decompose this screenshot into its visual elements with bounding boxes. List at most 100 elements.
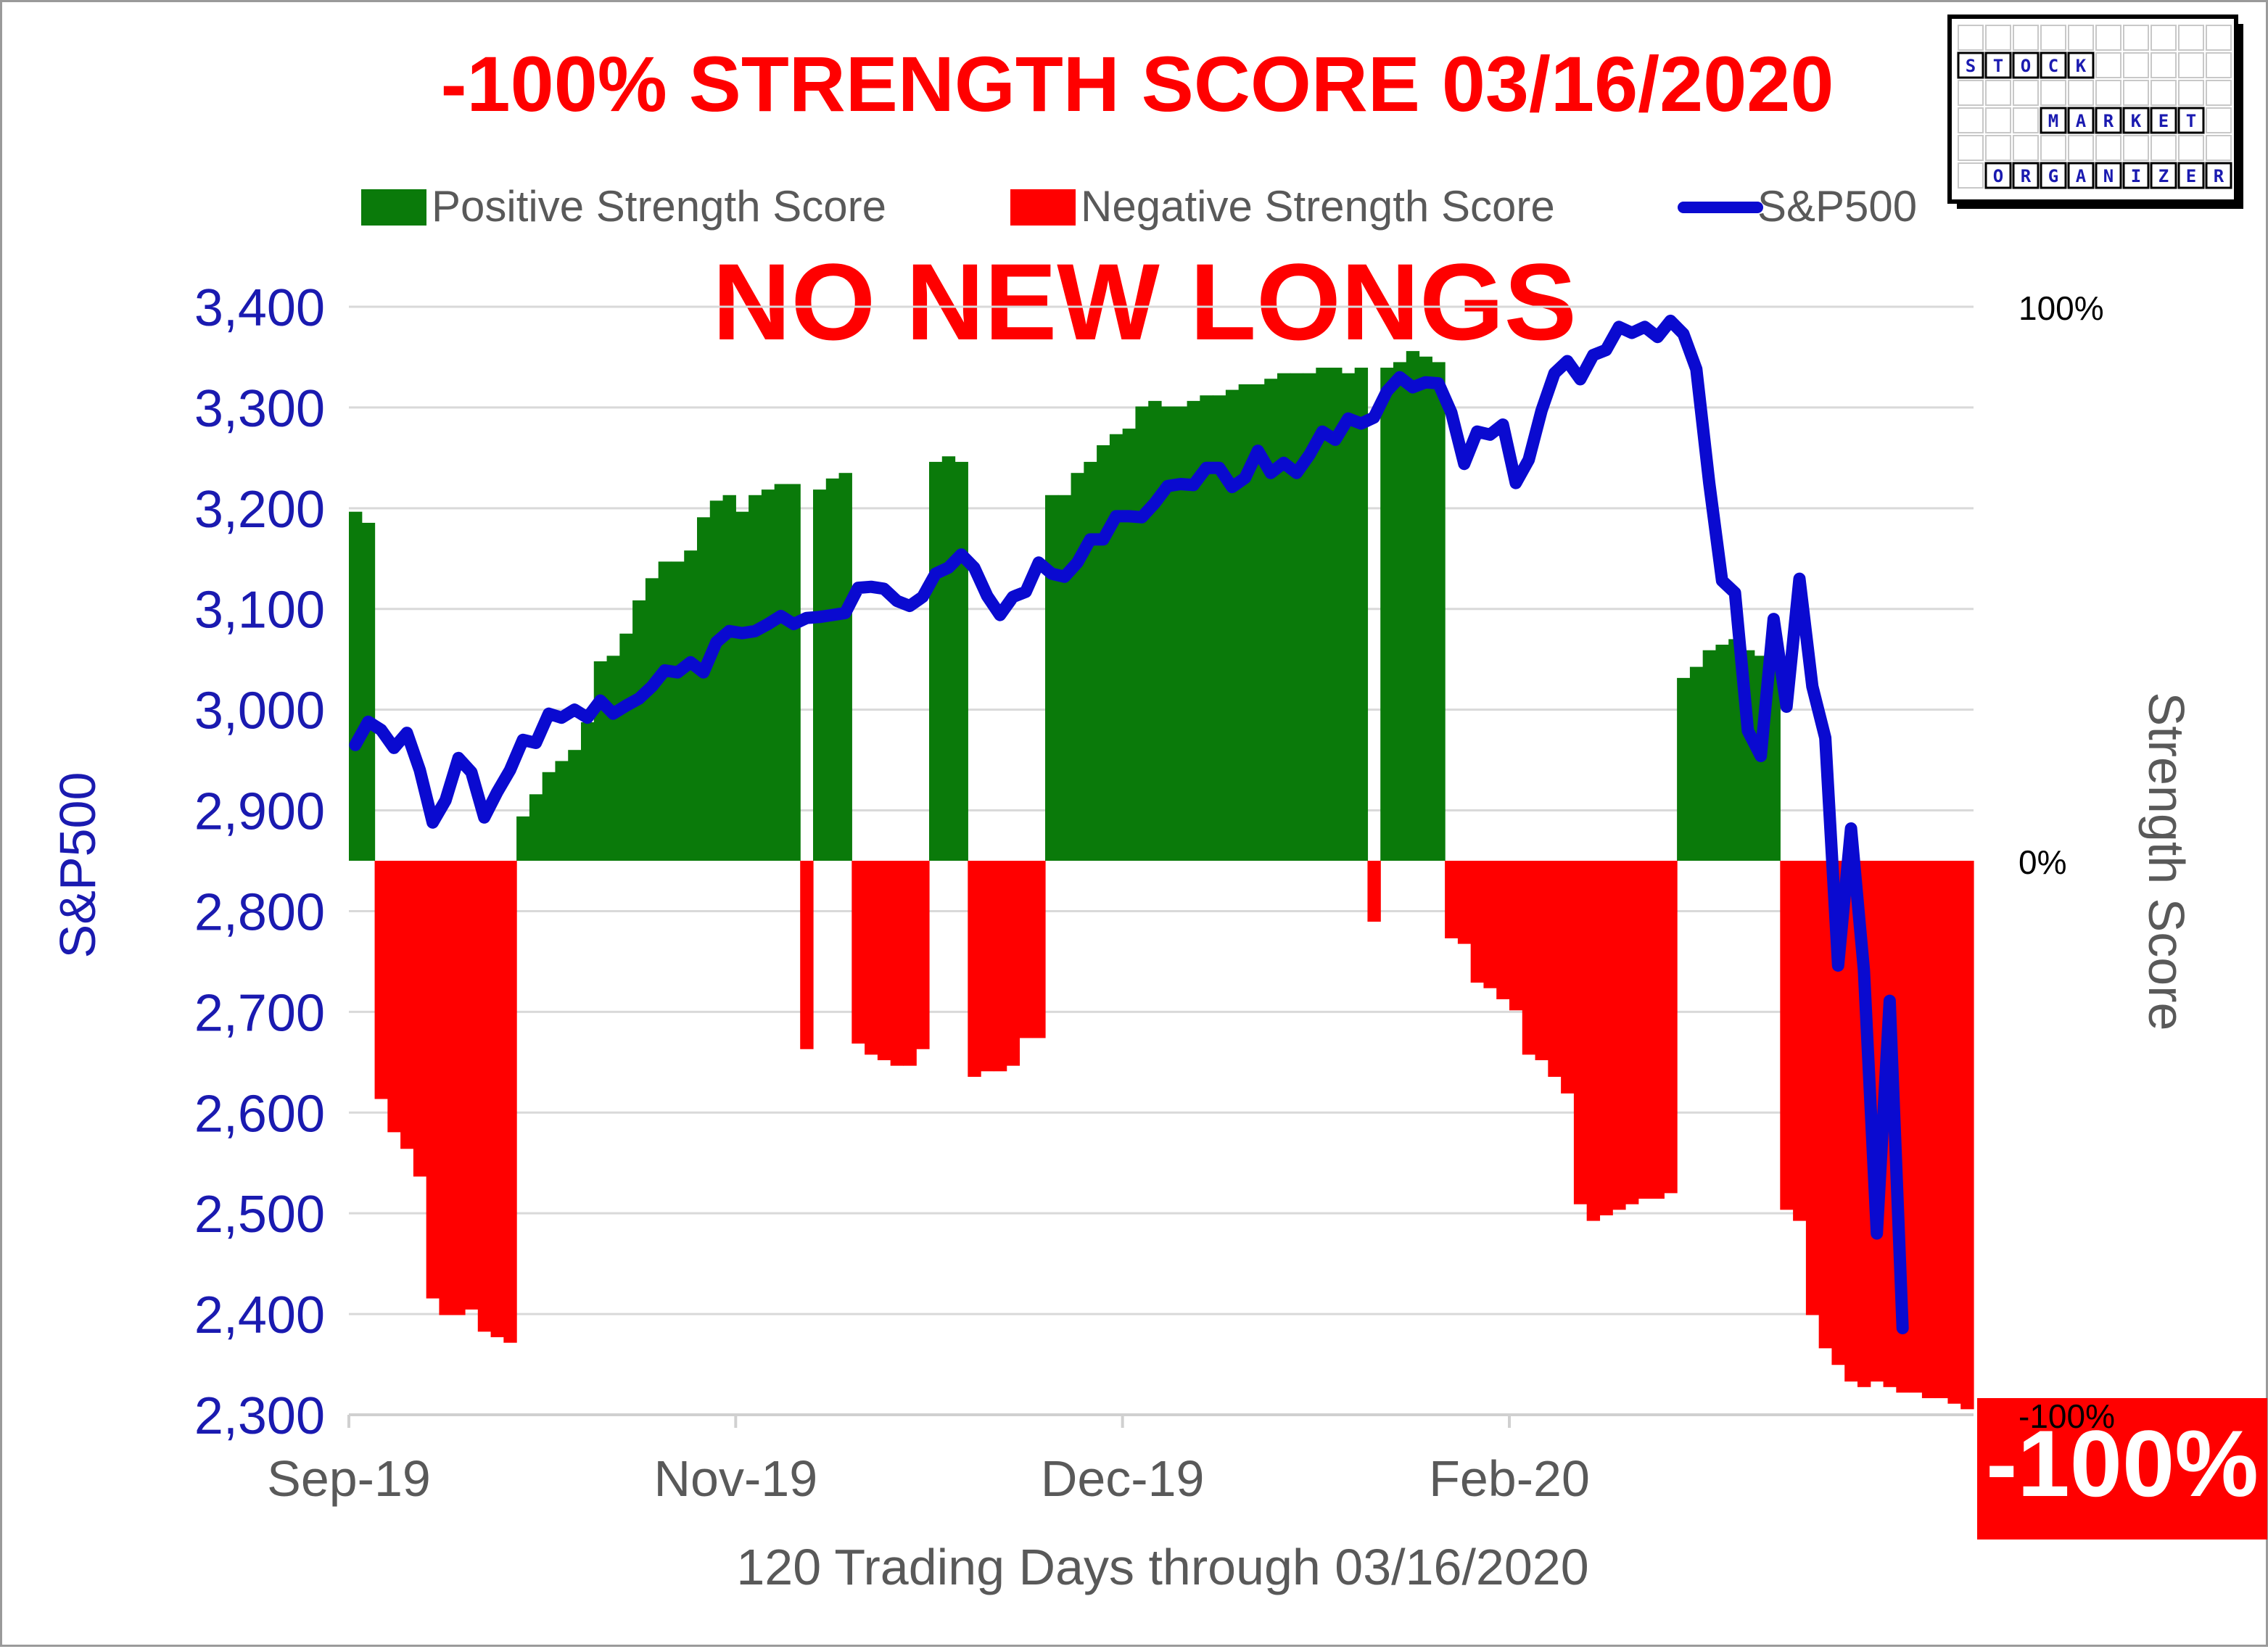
logo-letter: A	[2076, 111, 2087, 131]
legend-positive-label: Positive Strength Score	[432, 182, 886, 231]
logo-letter: C	[2048, 56, 2058, 76]
positive-strength-bar	[684, 550, 698, 861]
y-left-tick-label: 3,100	[194, 582, 325, 640]
positive-strength-bar	[1419, 356, 1432, 861]
negative-strength-bar	[1561, 861, 1575, 1094]
negative-strength-bar	[1445, 861, 1459, 938]
negative-strength-bar	[1934, 861, 1949, 1399]
negative-strength-bar	[426, 861, 440, 1299]
logo-letter: O	[2021, 56, 2031, 76]
logo-letter: S	[1966, 56, 1976, 76]
positive-strength-bar	[774, 484, 788, 861]
negative-strength-bar	[968, 861, 981, 1077]
positive-strength-bar	[1251, 384, 1265, 861]
negative-strength-bar	[1483, 861, 1497, 988]
negative-strength-bar	[387, 861, 401, 1133]
positive-strength-bar	[709, 500, 724, 861]
positive-strength-bar	[632, 600, 646, 861]
logo-letter: N	[2103, 166, 2114, 186]
positive-strength-bar	[1329, 368, 1343, 861]
negative-strength-bar	[1019, 861, 1033, 1038]
negative-strength-bar	[477, 861, 492, 1332]
negative-strength-bar	[1921, 861, 1936, 1399]
positive-strength-bar	[1187, 400, 1200, 861]
negative-strength-bar	[916, 861, 930, 1049]
logo-letter: T	[2186, 111, 2196, 131]
negative-strength-bar	[490, 861, 504, 1338]
positive-strength-bar	[1715, 645, 1729, 861]
negative-strength-bar	[877, 861, 891, 1061]
positive-strength-bar	[787, 484, 801, 861]
chart-title: -100% STRENGTH SCORE 03/16/2020	[441, 40, 1834, 128]
logo-letter: O	[1993, 166, 2003, 186]
negative-strength-bar	[503, 861, 517, 1343]
negative-strength-bar	[993, 861, 1007, 1072]
positive-strength-bar	[1354, 368, 1369, 861]
positive-strength-bar	[1084, 461, 1097, 861]
negative-strength-bar	[1573, 861, 1588, 1204]
positive-strength-bar	[1161, 406, 1175, 861]
positive-strength-bar	[1135, 406, 1149, 861]
logo-letter: R	[2103, 111, 2114, 131]
y-left-tick-label: 2,300	[194, 1387, 325, 1445]
y-left-tick-label: 2,700	[194, 984, 325, 1042]
positive-strength-bar	[606, 656, 620, 861]
no-new-longs-annotation: NO NEW LONGS	[712, 241, 1577, 363]
x-axis-title: 120 Trading Days through 03/16/2020	[736, 1539, 1588, 1595]
x-tick-label: Dec-19	[1041, 1450, 1205, 1507]
negative-strength-bar	[413, 861, 427, 1177]
y-left-tick-label: 3,000	[194, 682, 325, 740]
y-left-axis-title: S&P500	[49, 772, 106, 959]
y-left-tick-label: 3,200	[194, 481, 325, 539]
negative-strength-bar	[981, 861, 994, 1072]
y-left-tick-label: 2,400	[194, 1286, 325, 1344]
x-tick-label: Nov-19	[654, 1450, 818, 1507]
logo-letter: I	[2131, 166, 2141, 186]
negative-strength-bar	[1805, 861, 1820, 1315]
negative-strength-bar	[1818, 861, 1833, 1349]
y-left-tick-label: 2,800	[194, 883, 325, 941]
negative-strength-bar	[1548, 861, 1562, 1077]
logo-letter: R	[2214, 166, 2224, 186]
positive-strength-bar	[1380, 368, 1394, 861]
positive-strength-bar	[529, 794, 543, 861]
y-right-tick-label: -100%	[2018, 1397, 2115, 1435]
negative-strength-bar	[865, 861, 878, 1055]
legend-sp500-label: S&P500	[1757, 182, 1917, 231]
positive-strength-bar	[1702, 650, 1717, 861]
positive-strength-bar	[516, 816, 530, 861]
negative-strength-bar	[1006, 861, 1020, 1066]
positive-strength-bar	[581, 722, 595, 861]
negative-strength-bar	[1638, 861, 1652, 1199]
negative-strength-bar	[1522, 861, 1536, 1055]
logo-letter: R	[2021, 166, 2032, 186]
positive-strength-bar	[1393, 362, 1407, 861]
positive-strength-bar	[1109, 434, 1123, 861]
positive-strength-bar	[1045, 495, 1059, 861]
negative-strength-bar	[800, 861, 814, 1049]
x-tick-label: Sep-19	[267, 1450, 431, 1507]
positive-strength-bar	[1689, 666, 1704, 861]
negative-strength-bar	[400, 861, 414, 1149]
positive-strength-bar	[697, 517, 711, 861]
negative-strength-bar	[1780, 861, 1794, 1210]
negative-strength-bar	[1599, 861, 1613, 1215]
negative-strength-bar	[1457, 861, 1472, 944]
positive-strength-bar	[838, 473, 852, 861]
sp500-line	[349, 314, 1909, 1334]
negative-strength-bar	[890, 861, 904, 1066]
strength-badge: -100%	[1977, 1398, 2267, 1540]
logo-letter: A	[2076, 166, 2087, 186]
positive-strength-bar	[1277, 373, 1291, 861]
negative-strength-bar	[851, 861, 865, 1044]
positive-strength-bar	[941, 456, 956, 861]
negative-strength-bar	[1496, 861, 1510, 999]
negative-strength-bar	[465, 861, 479, 1310]
positive-strength-bar	[593, 661, 608, 861]
positive-strength-bar	[761, 489, 775, 861]
y-left-tick-label: 2,500	[194, 1186, 325, 1244]
positive-strength-bar	[1122, 429, 1137, 861]
logo-letter: E	[2158, 111, 2169, 131]
